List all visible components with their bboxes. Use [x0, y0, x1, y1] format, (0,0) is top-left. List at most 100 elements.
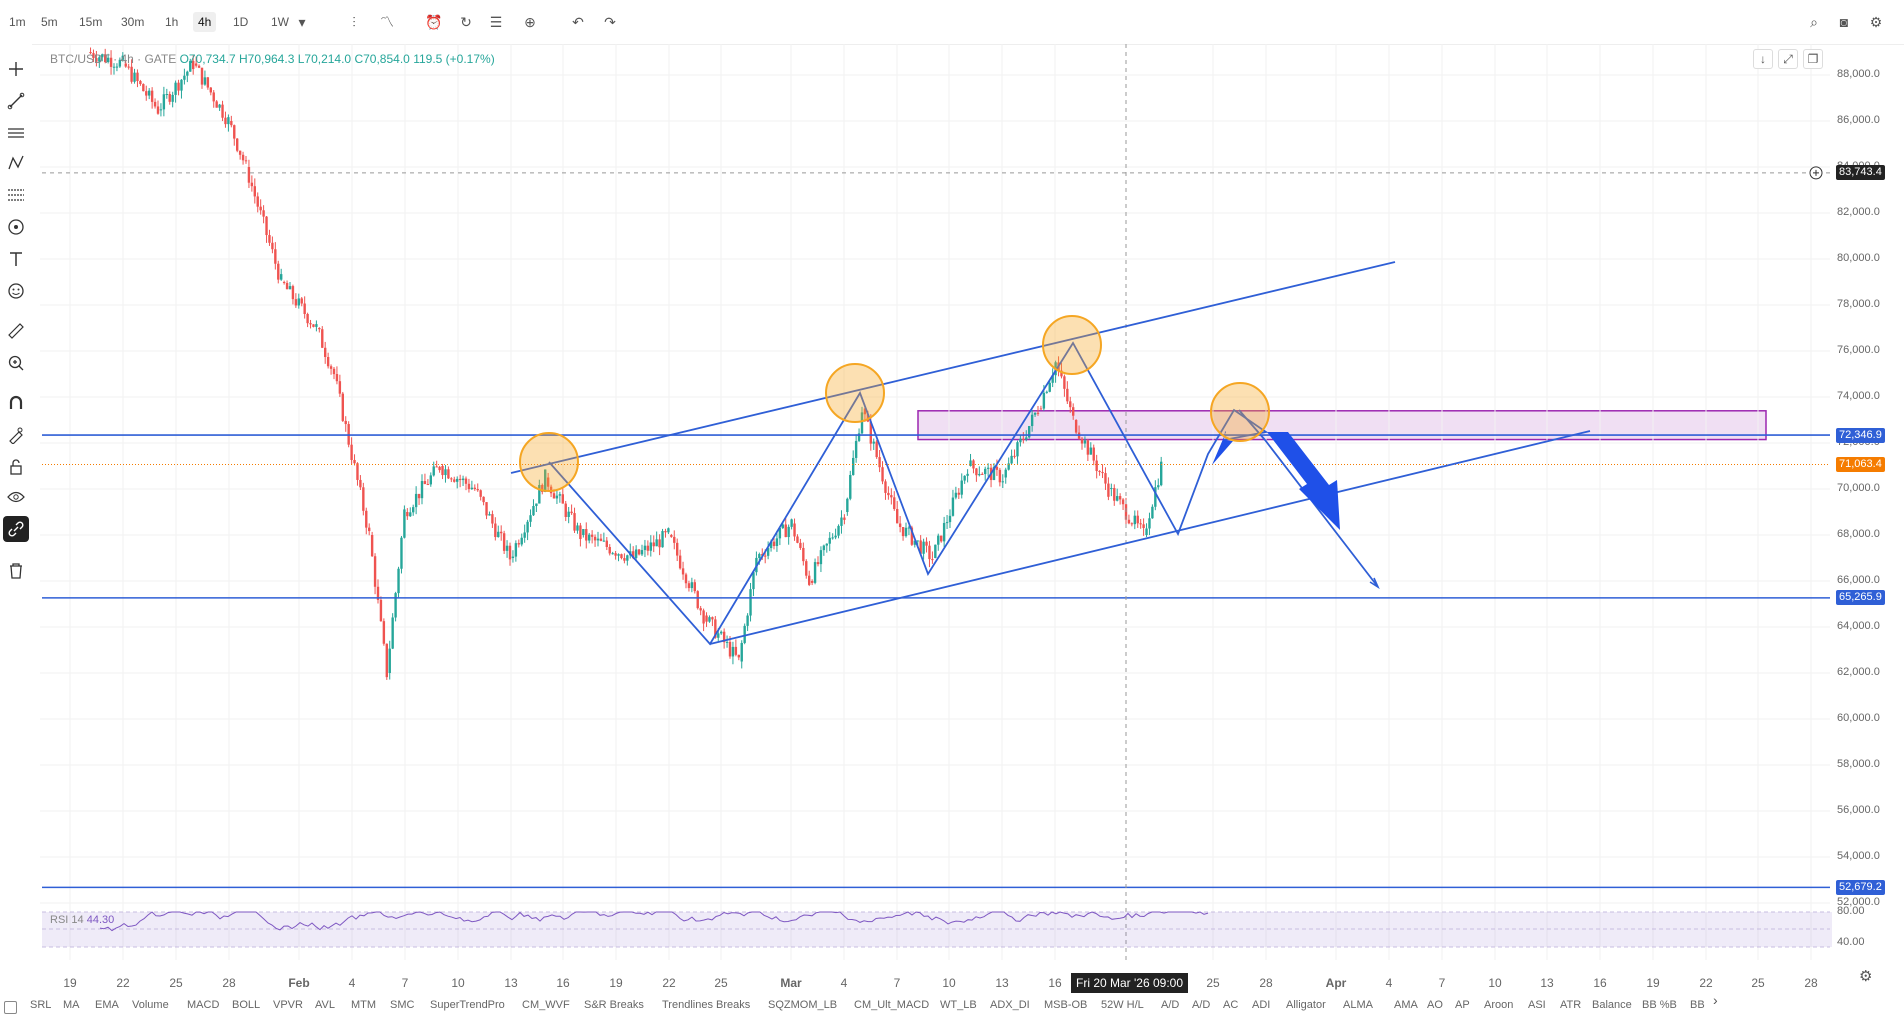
candle-body — [112, 66, 116, 68]
trendline-tool-icon[interactable] — [3, 88, 29, 114]
indicator-chip[interactable]: A/D — [1161, 999, 1180, 1011]
timeframe-1h[interactable]: 1h — [165, 15, 179, 29]
indicator-chip[interactable]: ASI — [1528, 999, 1546, 1011]
timeframe-30m[interactable]: 30m — [121, 15, 145, 29]
settings-icon[interactable]: ⚙ — [1869, 14, 1883, 30]
indicator-chip[interactable]: MSB-OB — [1044, 999, 1088, 1011]
chart-gridlines — [40, 44, 1830, 960]
candle-type-icon[interactable]: ⫶ — [352, 14, 356, 30]
candle-body — [494, 523, 497, 538]
indicator-chip[interactable]: ADX_DI — [990, 999, 1030, 1011]
chevron-down-icon[interactable]: ▾ — [298, 14, 306, 30]
indicator-chip[interactable]: AC — [1223, 999, 1239, 1011]
indicator-chip[interactable]: CM_Ult_MACD — [854, 999, 930, 1011]
candle-body — [329, 366, 333, 369]
time-tick-label: 22 — [662, 976, 676, 990]
link-tool-icon[interactable] — [3, 516, 29, 542]
lock-drawing-edit-icon[interactable] — [3, 422, 29, 448]
timeframe-15m[interactable]: 15m — [79, 15, 103, 29]
pattern-tool-icon[interactable] — [3, 150, 29, 176]
indicator-chip[interactable]: MA — [63, 999, 80, 1011]
snapshot-icon[interactable]: ❐ — [1803, 49, 1823, 69]
indicator-chip[interactable]: S&R Breaks — [584, 999, 644, 1011]
candle-body — [400, 537, 403, 569]
candle-body — [778, 528, 782, 539]
candle-body — [197, 65, 201, 68]
indicator-chip[interactable]: A/D — [1192, 999, 1211, 1011]
close-value: C70,854.0 — [354, 52, 410, 66]
indicator-chip[interactable]: AVL — [315, 999, 335, 1011]
indicator-chip[interactable]: BB %B — [1642, 999, 1677, 1011]
timeframe-4h[interactable]: 4h — [193, 12, 217, 32]
candle-body — [881, 467, 884, 482]
indicator-chip[interactable]: SuperTrendPro — [430, 999, 505, 1011]
fullscreen-icon[interactable]: ⤢ — [1778, 49, 1798, 69]
alert-icon[interactable]: ⏰ — [425, 14, 443, 30]
chevron-right-icon[interactable]: › — [1713, 992, 1718, 1008]
chart-settings-icon[interactable]: ⚙ — [1859, 968, 1873, 985]
indicator-chip[interactable]: BB — [1690, 999, 1705, 1011]
indicator-chip[interactable]: AO — [1427, 999, 1443, 1011]
indicator-chip[interactable]: VPVR — [273, 999, 303, 1011]
search-icon[interactable]: ⌕ — [1810, 14, 1818, 30]
indicator-chip[interactable]: BOLL — [232, 999, 261, 1011]
candle-body — [1007, 463, 1010, 470]
candle-body — [799, 542, 802, 548]
level-price-tag: 52,679.2 — [1836, 879, 1885, 895]
candle-body — [1145, 528, 1148, 535]
camera-icon[interactable]: ◙ — [1839, 14, 1849, 30]
candle-body — [646, 545, 650, 551]
eye-icon[interactable] — [3, 484, 29, 510]
indicator-chip[interactable]: Aroon — [1484, 999, 1514, 1011]
emoji-tool-icon[interactable] — [3, 278, 29, 304]
indicator-chip[interactable]: ATR — [1560, 999, 1582, 1011]
timeframe-1m[interactable]: 1m — [9, 15, 26, 29]
calendar-icon[interactable] — [4, 1001, 17, 1014]
add-icon[interactable]: ⊕ — [524, 14, 536, 30]
redo-icon[interactable]: ↷ — [604, 14, 616, 30]
symbol-label[interactable]: BTC/USDT · 4h · GATE — [50, 52, 177, 66]
indicator-chip[interactable]: Alligator — [1286, 999, 1326, 1011]
indicator-chip[interactable]: MTM — [351, 999, 377, 1011]
candle-body — [385, 643, 388, 678]
magnet-tool-icon[interactable] — [3, 390, 29, 416]
candle-body — [872, 441, 875, 444]
price-chart[interactable] — [0, 0, 1904, 994]
indicator-chip[interactable]: SRL — [30, 999, 52, 1011]
text-tool-icon[interactable] — [3, 246, 29, 272]
indicator-chip[interactable]: Trendlines Breaks — [662, 999, 751, 1011]
zoom-tool-icon[interactable] — [3, 350, 29, 376]
indicators-icon[interactable]: 〽 — [380, 14, 394, 30]
indicator-chip[interactable]: SQZMOM_LB — [768, 999, 838, 1011]
lock-icon[interactable] — [3, 454, 29, 480]
indicator-chip[interactable]: Volume — [132, 999, 169, 1011]
candle-body — [1089, 447, 1092, 455]
replay-icon[interactable]: ↻ — [460, 14, 472, 30]
trash-icon[interactable] — [3, 558, 29, 584]
undo-icon[interactable]: ↶ — [572, 14, 584, 30]
indicator-chip[interactable]: 52W H/L — [1101, 999, 1144, 1011]
indicator-chip[interactable]: ALMA — [1343, 999, 1373, 1011]
crosshair-tool-icon[interactable] — [3, 56, 29, 82]
indicator-chip[interactable]: WT_LB — [940, 999, 977, 1011]
candle-body — [89, 52, 92, 54]
fib-tool-icon[interactable] — [3, 182, 29, 208]
candle-body — [368, 527, 371, 532]
timeframe-5m[interactable]: 5m — [41, 15, 58, 29]
indicator-chip[interactable]: AMA — [1394, 999, 1418, 1011]
ruler-tool-icon[interactable] — [3, 318, 29, 344]
layout-icon[interactable]: ☰ — [489, 14, 503, 30]
timeframe-1D[interactable]: 1D — [233, 15, 249, 29]
indicator-chip[interactable]: CM_WVF — [522, 999, 570, 1011]
shapes-tool-icon[interactable] — [3, 214, 29, 240]
candle-body — [561, 494, 564, 504]
timeframe-1W[interactable]: 1W — [271, 15, 289, 29]
download-icon[interactable]: ↓ — [1753, 49, 1773, 69]
indicator-chip[interactable]: MACD — [187, 999, 220, 1011]
indicator-chip[interactable]: SMC — [390, 999, 415, 1011]
indicator-chip[interactable]: AP — [1455, 999, 1470, 1011]
indicator-chip[interactable]: Balance — [1592, 999, 1632, 1011]
horizontal-lines-tool-icon[interactable] — [3, 120, 29, 146]
indicator-chip[interactable]: EMA — [95, 999, 119, 1011]
indicator-chip[interactable]: ADI — [1252, 999, 1271, 1011]
